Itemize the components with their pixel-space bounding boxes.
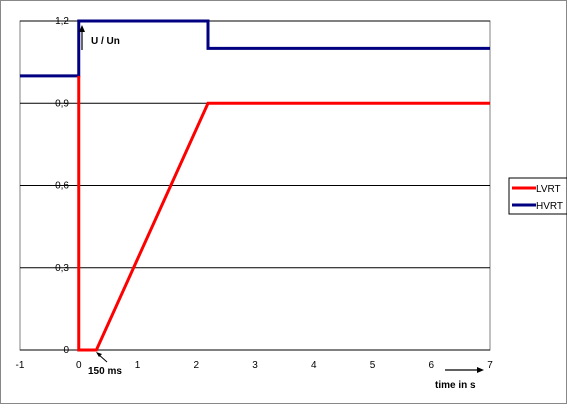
series-line-lvrt [77, 75, 490, 352]
annotation-150ms: 150 ms [88, 366, 122, 377]
x-tick-label: 0 [76, 360, 82, 371]
x-tick-label: 1 [135, 360, 141, 371]
series-layer [20, 19, 490, 352]
annotation-pointer-head [96, 352, 102, 357]
legend-label-lvrt: LVRT [536, 184, 561, 195]
x-axis-label: time in s [435, 380, 476, 391]
legend: LVRT HVRT [508, 177, 567, 215]
series-line-hvrt [20, 19, 490, 78]
x-axis-arrow-head [477, 367, 484, 373]
y-tick-label: 0,9 [55, 98, 69, 109]
y-tick-label: 0,6 [55, 181, 69, 192]
x-tick-label: 7 [487, 360, 493, 371]
x-tick-label: 5 [370, 360, 376, 371]
y-tick-label: 0,3 [55, 263, 69, 274]
x-tick-label: -1 [16, 360, 25, 371]
x-tick-label: 4 [311, 360, 317, 371]
y-axis-arrow-head [79, 25, 85, 32]
x-tick-label: 6 [428, 360, 434, 371]
x-tick-label: 2 [193, 360, 199, 371]
legend-label-hvrt: HVRT [536, 201, 563, 212]
y-tick-label: 1,2 [55, 16, 69, 27]
y-tick-label: 0 [63, 345, 69, 356]
tick-labels: 0 0,3 0,6 0,9 1,2 -1 0 1 2 3 4 5 6 7 [16, 16, 494, 371]
y-axis-label: U / Un [91, 36, 120, 47]
legend-box [508, 177, 567, 215]
x-tick-label: 3 [252, 360, 258, 371]
